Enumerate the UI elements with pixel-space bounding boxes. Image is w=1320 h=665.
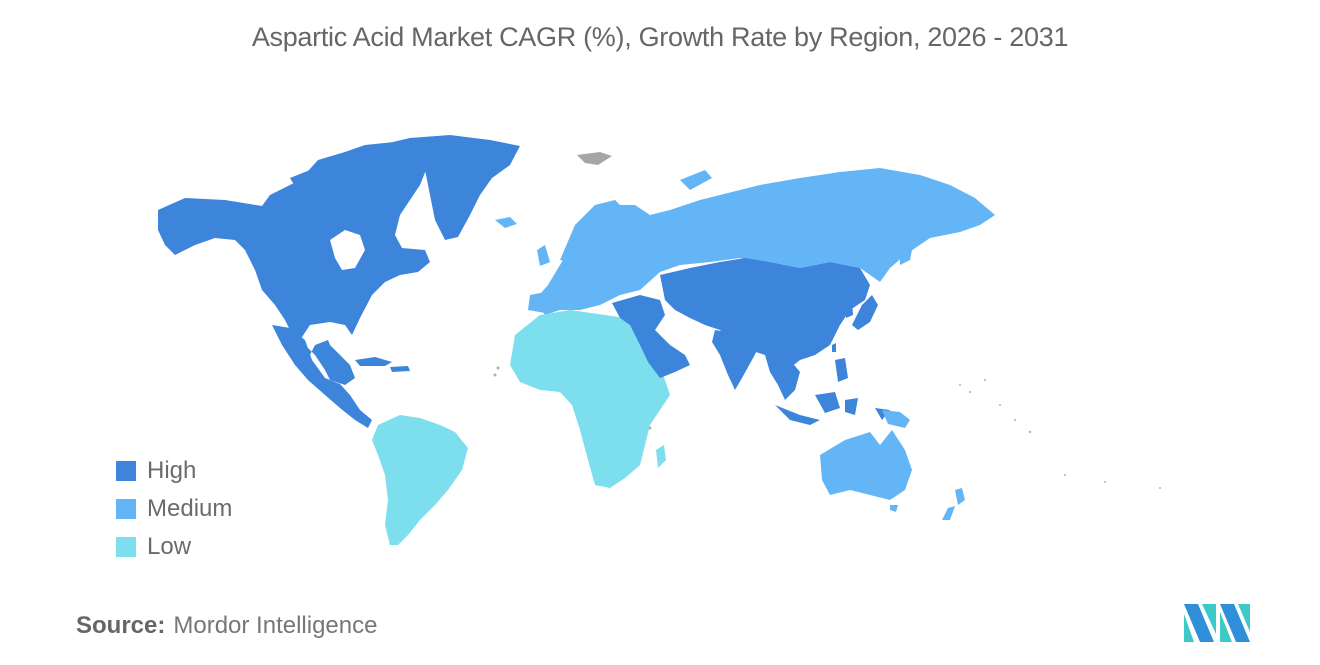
legend: High Medium Low <box>116 452 232 566</box>
region-pacific-islands <box>493 366 1161 489</box>
region-south-america <box>372 415 468 545</box>
legend-item-high: High <box>116 452 232 490</box>
region-europe-russia <box>495 168 995 315</box>
chart-title: Aspartic Acid Market CAGR (%), Growth Ra… <box>251 22 1069 52</box>
legend-swatch-medium <box>116 499 136 519</box>
source-label: Source: <box>76 612 166 639</box>
region-africa <box>510 310 670 488</box>
legend-swatch-high <box>116 461 136 481</box>
legend-label: Medium <box>147 495 233 522</box>
legend-item-low: Low <box>116 528 232 566</box>
region-asia-middle-east <box>612 258 890 425</box>
source-value: Mordor Intelligence <box>173 612 378 639</box>
legend-label: High <box>147 457 197 484</box>
legend-swatch-low <box>116 537 136 557</box>
legend-item-medium: Medium <box>116 490 232 528</box>
legend-label: Low <box>147 533 192 560</box>
mordor-intelligence-logo <box>1184 604 1250 642</box>
source-line: Source: Mordor Intelligence <box>76 612 377 640</box>
region-oceania <box>820 410 965 520</box>
region-north-america <box>158 135 520 428</box>
